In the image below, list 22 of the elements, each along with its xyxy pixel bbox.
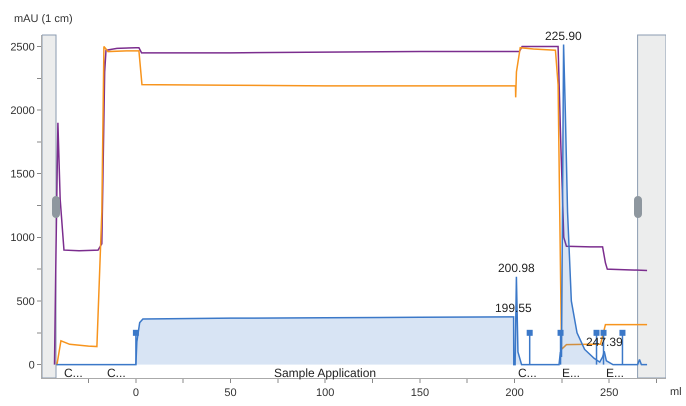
y-tick-label: 500 [16, 296, 35, 308]
x-tick-label: 150 [410, 387, 430, 400]
x-tick-label: 50 [224, 387, 237, 400]
annotation: C... [518, 366, 537, 380]
x-tick-label: 0 [132, 387, 139, 400]
annotation: E... [562, 366, 580, 380]
x-tick-label: 200 [505, 387, 524, 400]
y-tick-label: 1500 [10, 168, 35, 181]
annotation: 225.90 [545, 29, 582, 43]
x-tick-label: 100 [316, 387, 334, 400]
x-tick-label: 250 [600, 387, 618, 400]
y-tick-label: 2000 [10, 104, 35, 117]
annotation: 200.98 [498, 261, 536, 275]
x-axis-title: ml [670, 386, 682, 398]
annotation: C... [107, 366, 126, 380]
annotation: Sample Application [274, 366, 376, 380]
annotation: C... [64, 366, 83, 380]
annotation: E... [606, 366, 624, 380]
y-tick-label: 0 [28, 359, 35, 372]
y-axis-title: mAU (1 cm) [14, 13, 73, 25]
y-tick-label: 1000 [10, 232, 35, 244]
y-tick-label: 2500 [10, 41, 35, 54]
